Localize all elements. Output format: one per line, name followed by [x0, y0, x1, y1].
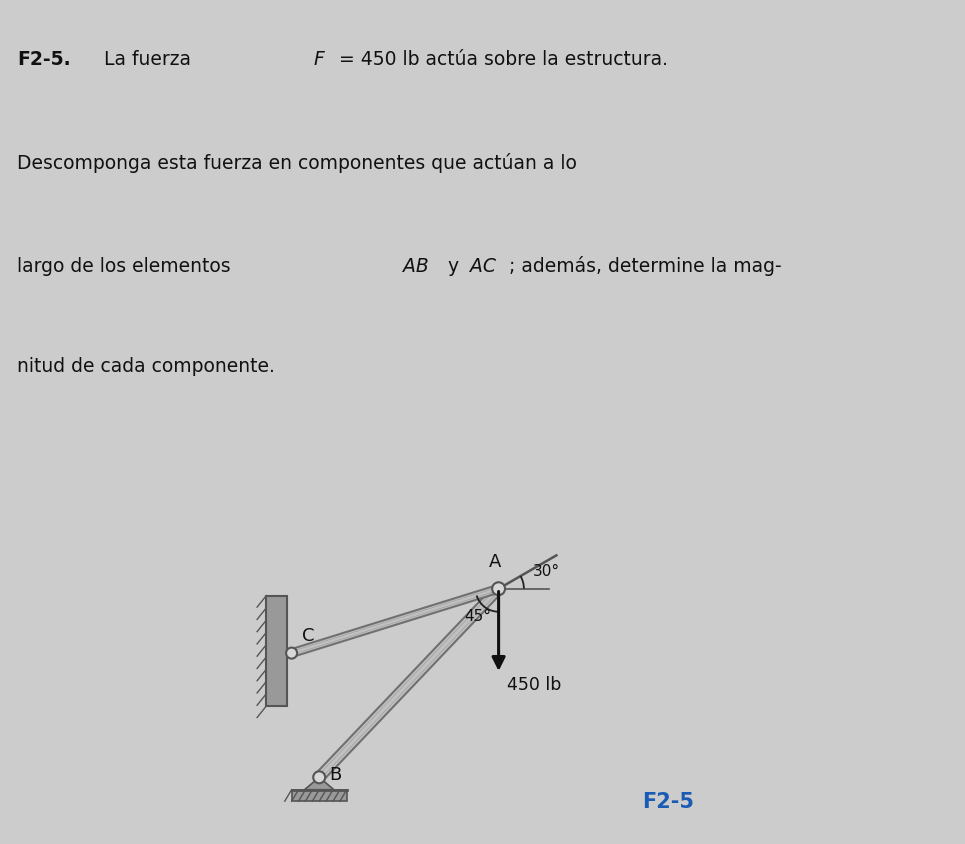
Text: F2-5: F2-5 — [642, 792, 694, 812]
Text: F: F — [314, 50, 324, 69]
Circle shape — [314, 771, 325, 783]
Text: AC: AC — [470, 257, 496, 277]
Text: AB: AB — [403, 257, 429, 277]
Text: A: A — [488, 553, 501, 571]
Text: = 450 lb actúa sobre la estructura.: = 450 lb actúa sobre la estructura. — [333, 50, 668, 69]
Text: F2-5.: F2-5. — [17, 50, 71, 69]
Bar — [266, 596, 287, 706]
Text: C: C — [302, 627, 315, 645]
Text: 45°: 45° — [464, 609, 491, 625]
Polygon shape — [290, 585, 500, 657]
Text: La fuerza: La fuerza — [92, 50, 197, 69]
Text: 30°: 30° — [533, 564, 561, 579]
Text: Descomponga esta fuerza en componentes que actúan a lo: Descomponga esta fuerza en componentes q… — [17, 153, 577, 173]
Text: y: y — [442, 257, 465, 277]
Text: ; además, determine la mag-: ; además, determine la mag- — [509, 257, 782, 277]
Circle shape — [286, 647, 297, 658]
Bar — [291, 790, 346, 801]
Text: largo de los elementos: largo de los elementos — [17, 257, 237, 277]
Polygon shape — [316, 585, 502, 781]
Circle shape — [492, 582, 505, 595]
Text: nitud de cada componente.: nitud de cada componente. — [17, 357, 275, 376]
Polygon shape — [305, 777, 334, 790]
Text: 450 lb: 450 lb — [507, 676, 562, 694]
Text: B: B — [329, 766, 342, 784]
